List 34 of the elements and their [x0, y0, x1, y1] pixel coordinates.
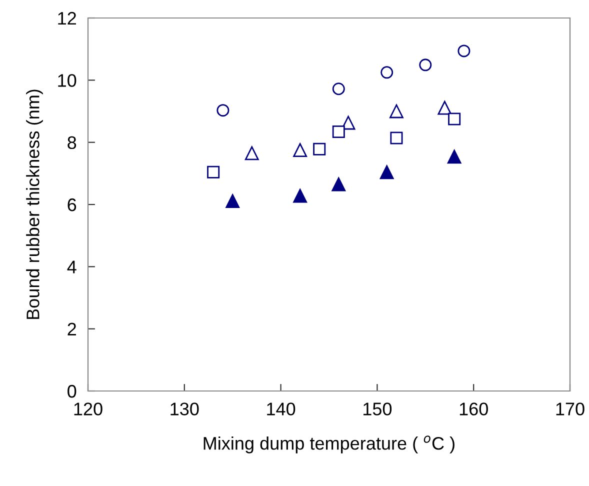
x-tick-label: 150: [364, 402, 392, 416]
point: [293, 143, 308, 158]
point: [226, 194, 240, 208]
y-tick-label: 0: [68, 384, 76, 398]
x-tick-label: 170: [556, 402, 584, 416]
point: [448, 112, 461, 126]
point: [216, 104, 230, 117]
y-axis-title: Bound rubber thickness (nm): [26, 90, 43, 319]
x-tick-label: 140: [267, 402, 296, 416]
y-tick-label: 12: [58, 12, 76, 25]
point: [313, 142, 326, 156]
point: [332, 82, 345, 96]
x-tick-label: 130: [170, 402, 199, 416]
point: [293, 188, 308, 203]
x-tick-label: 120: [74, 402, 102, 416]
x-tick-label: 160: [460, 402, 488, 416]
point: [380, 165, 394, 180]
point: [390, 132, 403, 144]
point: [390, 104, 404, 118]
y-tick-label: 10: [58, 74, 76, 87]
point: [244, 146, 259, 160]
x-axis-title: Mixing dump temperature ( $^{o}$C ): [204, 436, 454, 454]
y-tick-label: 4: [67, 260, 76, 274]
point: [438, 100, 452, 115]
y-tick-label: 6: [68, 198, 76, 212]
point: [332, 126, 345, 138]
point: [458, 44, 470, 58]
point: [419, 58, 432, 72]
point: [332, 177, 346, 192]
point: [207, 166, 220, 178]
point: [447, 150, 462, 164]
y-tick-label: 8: [68, 136, 76, 150]
point: [380, 66, 394, 79]
y-tick-label: 2: [68, 322, 76, 336]
